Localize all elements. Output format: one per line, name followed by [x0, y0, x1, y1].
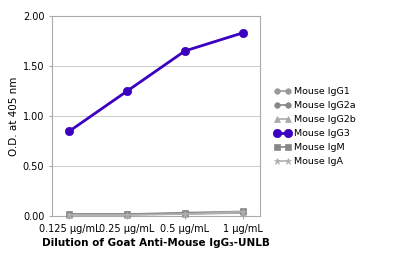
Mouse IgG3 — [67, 130, 72, 133]
X-axis label: Dilution of Goat Anti-Mouse IgG₃-UNLB: Dilution of Goat Anti-Mouse IgG₃-UNLB — [42, 238, 270, 248]
Line: Mouse IgG2a: Mouse IgG2a — [66, 210, 246, 217]
Mouse IgG2a — [67, 213, 72, 216]
Mouse IgA — [67, 213, 72, 216]
Mouse IgG2b — [240, 211, 245, 215]
Mouse IgA — [182, 213, 187, 216]
Mouse IgG3 — [125, 89, 130, 93]
Y-axis label: O.D. at 405 nm: O.D. at 405 nm — [9, 77, 19, 156]
Mouse IgG2a — [182, 212, 187, 215]
Mouse IgG2b — [67, 213, 72, 216]
Mouse IgG3 — [240, 31, 245, 35]
Mouse IgG1 — [240, 211, 245, 214]
Mouse IgG2a — [125, 213, 130, 216]
Mouse IgG2a — [240, 211, 245, 214]
Mouse IgG2b — [182, 212, 187, 215]
Mouse IgM — [182, 211, 187, 214]
Mouse IgG1 — [182, 212, 187, 215]
Line: Mouse IgG2b: Mouse IgG2b — [66, 210, 246, 218]
Line: Mouse IgM: Mouse IgM — [66, 209, 246, 217]
Mouse IgA — [125, 213, 130, 216]
Line: Mouse IgG3: Mouse IgG3 — [65, 29, 247, 135]
Mouse IgM — [67, 213, 72, 216]
Mouse IgG1 — [125, 213, 130, 216]
Mouse IgA — [240, 210, 245, 213]
Line: Mouse IgG1: Mouse IgG1 — [66, 210, 246, 217]
Line: Mouse IgA: Mouse IgA — [66, 208, 246, 218]
Mouse IgM — [125, 213, 130, 216]
Mouse IgG2b — [125, 213, 130, 216]
Mouse IgM — [240, 210, 245, 213]
Mouse IgG1 — [67, 213, 72, 216]
Legend: Mouse IgG1, Mouse IgG2a, Mouse IgG2b, Mouse IgG3, Mouse IgM, Mouse IgA: Mouse IgG1, Mouse IgG2a, Mouse IgG2b, Mo… — [273, 87, 357, 167]
Mouse IgG3 — [182, 49, 187, 53]
